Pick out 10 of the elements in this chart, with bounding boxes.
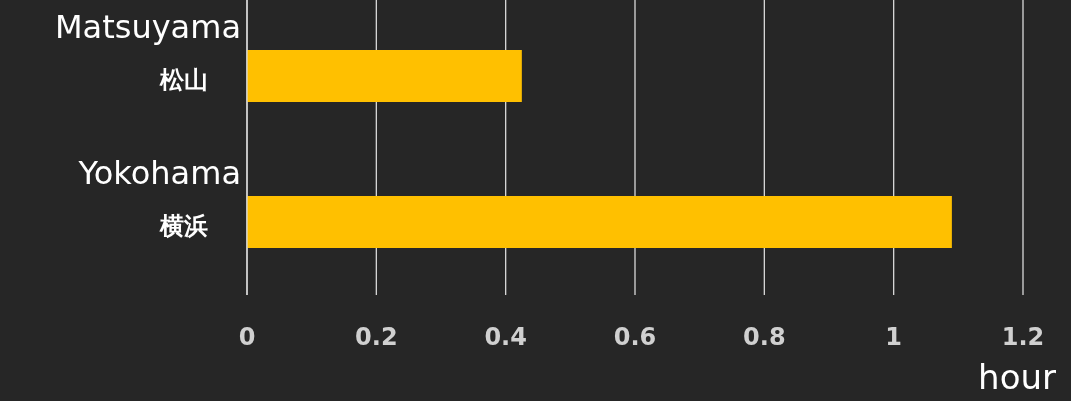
x-axis-title: hour (978, 357, 1057, 397)
x-tick-label: 0.6 (613, 323, 657, 351)
x-tick-label: 0.2 (355, 323, 398, 351)
x-tick-label: 0.8 (743, 323, 786, 351)
y-tick-label: Yokohama 横浜 (77, 154, 241, 240)
x-tick-label: 0 (238, 323, 256, 351)
x-tick-label: 1 (885, 323, 903, 351)
x-tick-label: 1.2 (1001, 323, 1045, 351)
y-tick-label: Matsuyama 松山 (54, 8, 241, 94)
x-tick-label: 0.4 (484, 323, 527, 351)
